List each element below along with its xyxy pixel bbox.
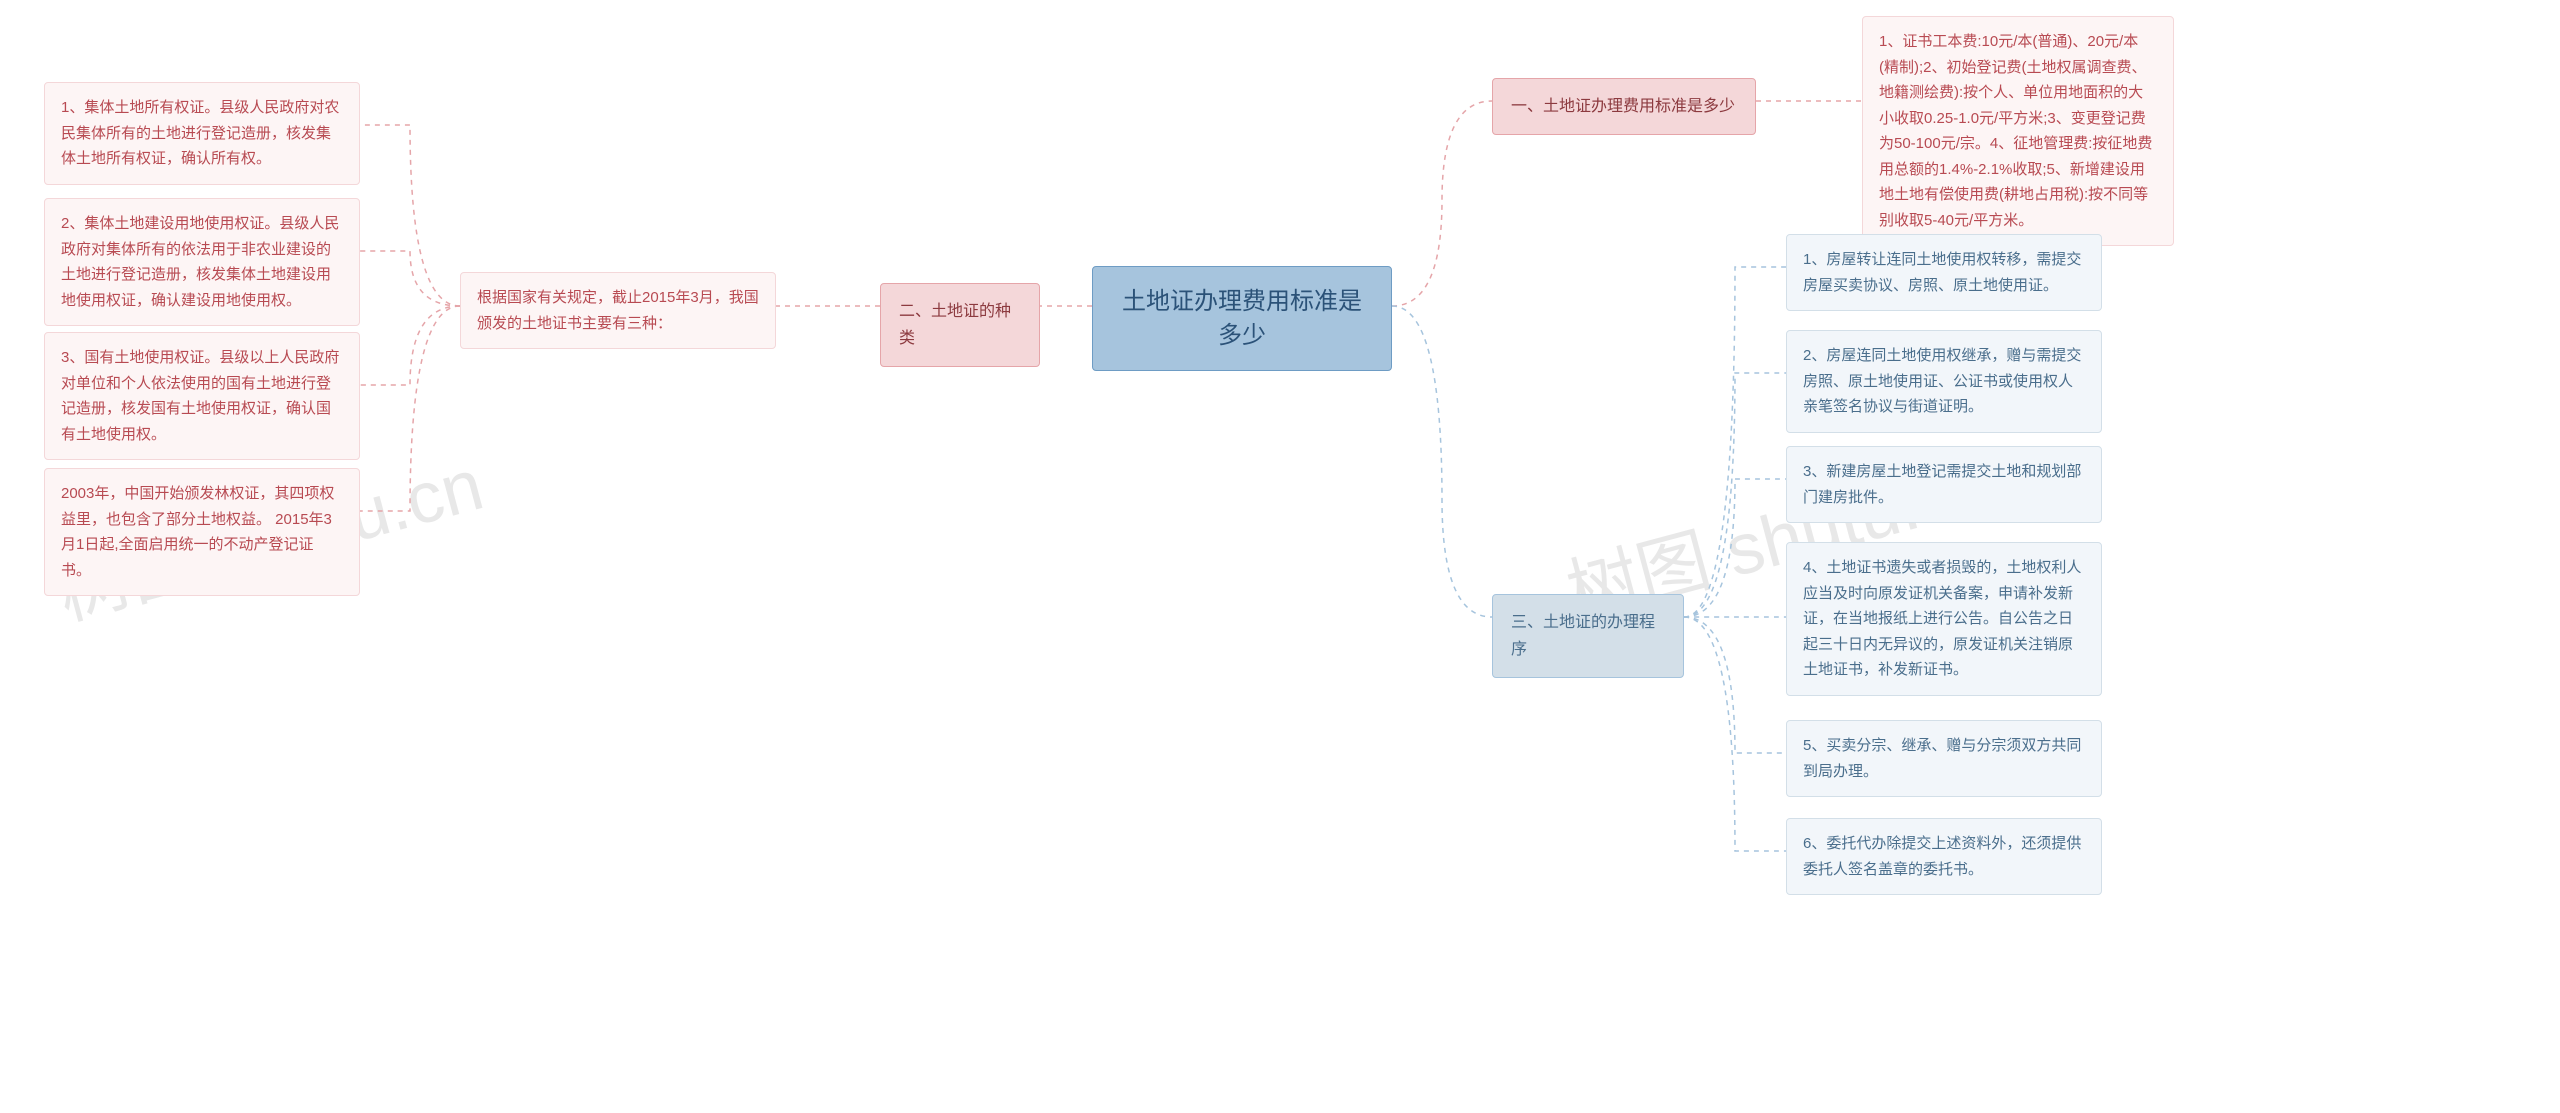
branch-two-sub: 根据国家有关规定，截止2015年3月，我国颁发的土地证书主要有三种： — [460, 272, 776, 349]
branch-three-leaf-4: 4、土地证书遗失或者损毁的，土地权利人应当及时向原发证机关备案，申请补发新证，在… — [1786, 542, 2102, 696]
branch-one-leaf: 1、证书工本费:10元/本(普通)、20元/本(精制);2、初始登记费(土地权属… — [1862, 16, 2174, 246]
branch-three-leaf-2: 2、房屋连同土地使用权继承，赠与需提交房照、原土地使用证、公证书或使用权人亲笔签… — [1786, 330, 2102, 433]
branch-three-leaf-5: 5、买卖分宗、继承、赠与分宗须双方共同到局办理。 — [1786, 720, 2102, 797]
branch-two-leaf-2: 2、集体土地建设用地使用权证。县级人民政府对集体所有的依法用于非农业建设的土地进… — [44, 198, 360, 326]
branch-three-leaf-6: 6、委托代办除提交上述资料外，还须提供委托人签名盖章的委托书。 — [1786, 818, 2102, 895]
branch-three-leaf-1: 1、房屋转让连同土地使用权转移，需提交房屋买卖协议、房照、原土地使用证。 — [1786, 234, 2102, 311]
root-node[interactable]: 土地证办理费用标准是多少 — [1092, 266, 1392, 371]
branch-two-node[interactable]: 二、土地证的种类 — [880, 283, 1040, 367]
branch-two-leaf-4: 2003年，中国开始颁发林权证，其四项权益里，也包含了部分土地权益。 2015年… — [44, 468, 360, 596]
branch-three-leaf-3: 3、新建房屋土地登记需提交土地和规划部门建房批件。 — [1786, 446, 2102, 523]
branch-two-leaf-1: 1、集体土地所有权证。县级人民政府对农民集体所有的土地进行登记造册，核发集体土地… — [44, 82, 360, 185]
branch-one-node[interactable]: 一、土地证办理费用标准是多少 — [1492, 78, 1756, 135]
connectors — [0, 0, 2560, 1113]
branch-three-node[interactable]: 三、土地证的办理程序 — [1492, 594, 1684, 678]
branch-two-leaf-3: 3、国有土地使用权证。县级以上人民政府对单位和个人依法使用的国有土地进行登记造册… — [44, 332, 360, 460]
